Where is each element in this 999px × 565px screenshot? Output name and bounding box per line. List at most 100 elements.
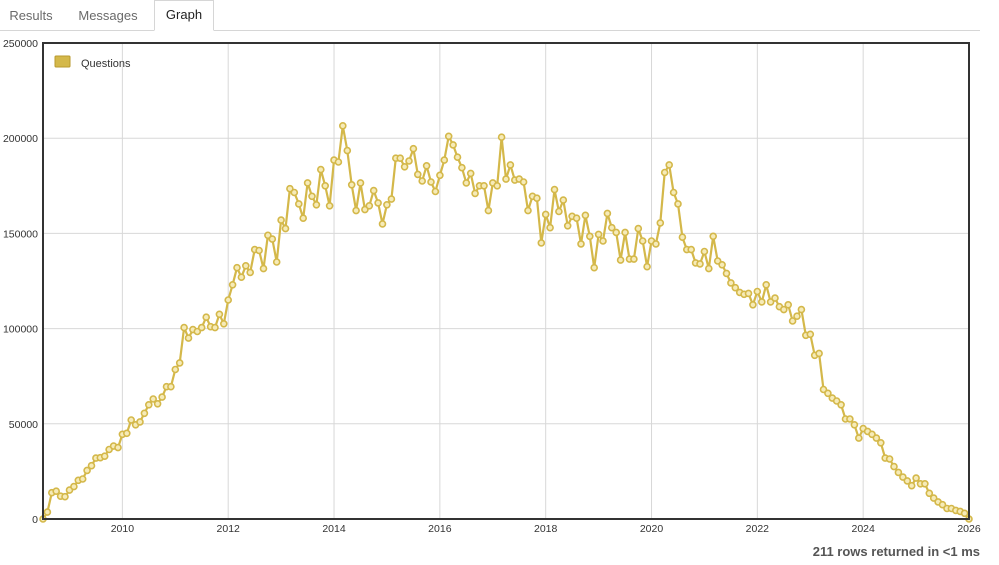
legend-swatch — [54, 55, 71, 68]
data-point — [374, 199, 382, 207]
data-point — [876, 438, 885, 447]
data-point — [422, 162, 431, 170]
data-point — [294, 200, 303, 208]
data-point — [585, 232, 594, 241]
data-point — [890, 462, 898, 471]
data-point — [599, 237, 607, 245]
data-point — [885, 455, 894, 463]
tab-graph[interactable]: Graph — [154, 0, 214, 31]
data-point — [907, 481, 916, 490]
data-point — [400, 163, 409, 171]
data-point — [634, 224, 643, 233]
data-point — [431, 187, 440, 196]
data-point — [246, 268, 254, 277]
data-point — [140, 409, 149, 418]
data-point — [347, 181, 356, 189]
tab-messages[interactable]: Messages — [78, 8, 138, 23]
data-point — [674, 200, 682, 208]
data-point — [656, 219, 665, 227]
data-point — [678, 233, 687, 241]
y-tick-label: 200000 — [3, 133, 38, 145]
data-point — [471, 189, 479, 198]
data-point — [224, 296, 232, 304]
data-point — [669, 188, 678, 197]
data-point — [237, 273, 246, 281]
data-point — [616, 256, 625, 264]
data-point — [872, 434, 881, 442]
data-point — [555, 207, 563, 216]
data-point — [303, 179, 312, 187]
data-point — [722, 269, 731, 278]
data-point — [824, 389, 832, 398]
data-point — [453, 153, 462, 161]
data-point — [533, 194, 541, 202]
data-point — [413, 170, 422, 179]
data-point — [277, 216, 285, 224]
data-point — [753, 287, 762, 296]
data-point — [652, 240, 660, 248]
data-point — [343, 146, 352, 155]
line-chart: 0 50000 100000 150000 200000 250000 2010 2012 20… — [3, 38, 981, 535]
data-point — [850, 420, 859, 429]
data-point — [612, 228, 621, 237]
data-point — [369, 186, 378, 195]
data-point — [123, 429, 131, 438]
data-point — [788, 317, 797, 325]
data-point — [815, 349, 823, 358]
data-point — [696, 260, 704, 268]
data-point — [572, 214, 581, 222]
data-point — [290, 188, 299, 197]
x-tick-label: 2022 — [746, 523, 770, 535]
x-tick-label: 2020 — [640, 523, 664, 535]
data-point — [846, 415, 854, 423]
x-tick-label: 2018 — [534, 523, 558, 535]
data-point — [925, 489, 934, 498]
data-point — [630, 255, 638, 263]
data-point — [854, 434, 863, 442]
data-point — [378, 220, 387, 228]
data-point — [334, 158, 343, 166]
data-point — [409, 144, 418, 153]
data-point — [687, 245, 696, 254]
y-tick-label: 0 — [32, 514, 38, 526]
data-point — [338, 122, 347, 130]
data-point — [308, 192, 316, 201]
data-point — [352, 206, 360, 215]
data-point — [242, 262, 250, 270]
data-point — [316, 165, 325, 174]
data-point — [806, 330, 815, 339]
data-point — [643, 262, 651, 271]
data-point — [603, 209, 612, 218]
data-point — [405, 157, 413, 165]
data-point — [114, 443, 122, 452]
data-point — [550, 185, 559, 194]
x-tick-label: 2024 — [851, 523, 875, 535]
x-tick-label: 2026 — [957, 523, 981, 535]
data-point — [268, 235, 277, 243]
data-point — [383, 201, 391, 209]
data-point — [281, 224, 290, 233]
data-point — [356, 179, 365, 187]
data-point — [259, 264, 268, 273]
data-point — [444, 132, 453, 141]
data-point — [700, 247, 709, 256]
data-point — [202, 313, 210, 322]
data-point — [211, 323, 219, 332]
data-point — [519, 178, 528, 186]
data-point — [757, 298, 766, 306]
data-point — [480, 182, 488, 190]
data-point — [325, 202, 334, 210]
data-point — [497, 133, 506, 141]
data-point — [233, 263, 241, 272]
y-tick-label: 250000 — [3, 38, 38, 50]
data-point — [960, 509, 969, 518]
legend-label: Questions — [81, 58, 131, 70]
x-tick-label: 2012 — [217, 523, 241, 535]
data-point — [704, 264, 713, 273]
data-point — [153, 399, 162, 408]
data-point — [762, 281, 771, 289]
data-point — [418, 177, 427, 185]
tab-results[interactable]: Results — [9, 8, 53, 23]
y-tick-label: 50000 — [9, 419, 38, 431]
data-point — [61, 492, 69, 501]
